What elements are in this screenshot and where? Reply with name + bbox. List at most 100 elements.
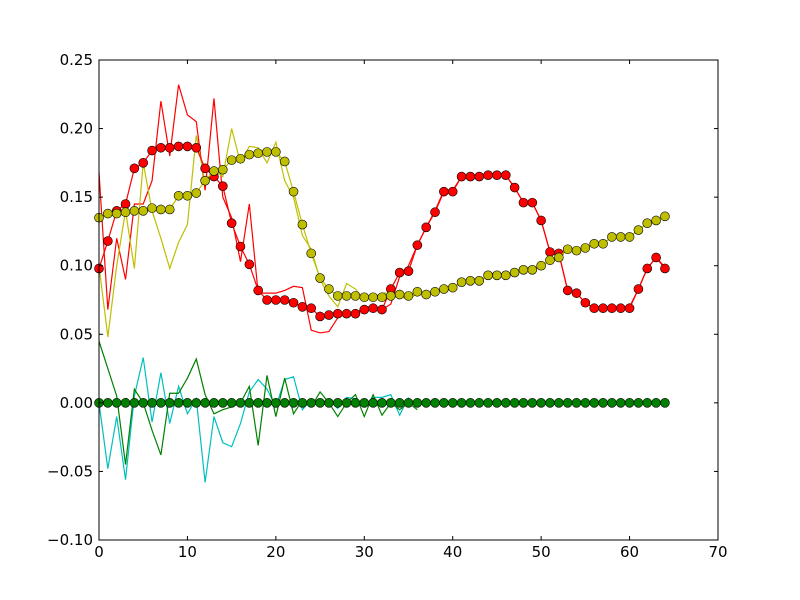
point	[386, 291, 396, 301]
point	[527, 197, 538, 208]
point	[615, 303, 626, 314]
x-tick-label: 40	[443, 543, 462, 561]
point	[421, 289, 431, 300]
point	[518, 197, 529, 208]
x-tick-label: 10	[178, 543, 197, 561]
point	[244, 259, 255, 270]
point	[226, 218, 237, 228]
point	[527, 265, 538, 275]
point	[633, 225, 644, 235]
point	[120, 398, 131, 408]
point	[492, 270, 502, 281]
point	[500, 398, 511, 408]
point	[350, 291, 361, 301]
point	[315, 273, 325, 283]
point	[191, 142, 202, 153]
point	[129, 398, 140, 408]
point	[562, 285, 573, 296]
y-tick-label: 0.25	[60, 51, 93, 69]
point	[120, 199, 131, 209]
point	[262, 295, 272, 305]
point	[341, 398, 352, 408]
point	[580, 398, 591, 408]
point	[545, 398, 555, 408]
point	[536, 260, 546, 271]
point	[439, 398, 449, 408]
point	[156, 398, 166, 408]
x-tick-label: 20	[266, 543, 285, 561]
point	[306, 248, 317, 259]
point	[492, 398, 502, 408]
point	[447, 398, 458, 408]
point	[306, 398, 317, 408]
point	[173, 398, 184, 408]
point	[589, 398, 600, 408]
point	[651, 252, 661, 263]
point	[483, 270, 493, 281]
point	[377, 292, 387, 303]
x-tick-label: 0	[94, 543, 104, 561]
point	[580, 297, 591, 308]
point	[500, 170, 511, 180]
point	[571, 245, 582, 256]
point	[332, 291, 343, 301]
point	[306, 303, 317, 314]
point	[624, 232, 635, 242]
point	[288, 398, 299, 408]
point	[368, 398, 378, 408]
point	[465, 398, 476, 408]
point	[209, 398, 219, 408]
point	[218, 181, 228, 191]
point	[164, 142, 175, 153]
x-tick-label: 50	[532, 543, 551, 561]
point	[244, 398, 255, 408]
point	[359, 398, 370, 408]
x-tick-label: 60	[620, 543, 639, 561]
point	[253, 398, 263, 408]
point	[447, 282, 458, 293]
point	[359, 292, 370, 303]
point	[120, 207, 131, 218]
y-tick-label: 0.05	[60, 325, 93, 343]
point	[474, 171, 485, 182]
point	[607, 303, 617, 314]
point	[439, 284, 449, 294]
point	[571, 288, 582, 298]
point	[554, 398, 564, 408]
point	[244, 149, 255, 160]
point	[173, 141, 184, 152]
x-tick-label: 30	[355, 543, 374, 561]
point	[456, 398, 467, 408]
point	[191, 398, 202, 408]
point	[350, 398, 361, 408]
point	[624, 398, 635, 408]
point	[350, 308, 361, 319]
point	[297, 398, 308, 408]
point	[545, 255, 555, 266]
point	[218, 398, 228, 408]
point	[633, 398, 644, 408]
point	[412, 398, 423, 408]
point	[103, 208, 113, 219]
point	[403, 291, 414, 301]
point	[394, 267, 405, 278]
point	[483, 170, 493, 180]
point	[147, 203, 157, 213]
point	[509, 398, 520, 408]
point	[527, 398, 538, 408]
point	[509, 267, 520, 278]
plot-frame	[98, 59, 719, 541]
point	[271, 147, 281, 157]
point	[332, 308, 343, 319]
point	[147, 398, 157, 408]
point	[164, 398, 175, 408]
point	[156, 142, 166, 153]
point	[580, 243, 591, 253]
point	[554, 252, 564, 263]
point	[536, 398, 546, 408]
x-tick-label: 70	[708, 543, 727, 561]
point	[615, 398, 626, 408]
point	[111, 398, 122, 408]
